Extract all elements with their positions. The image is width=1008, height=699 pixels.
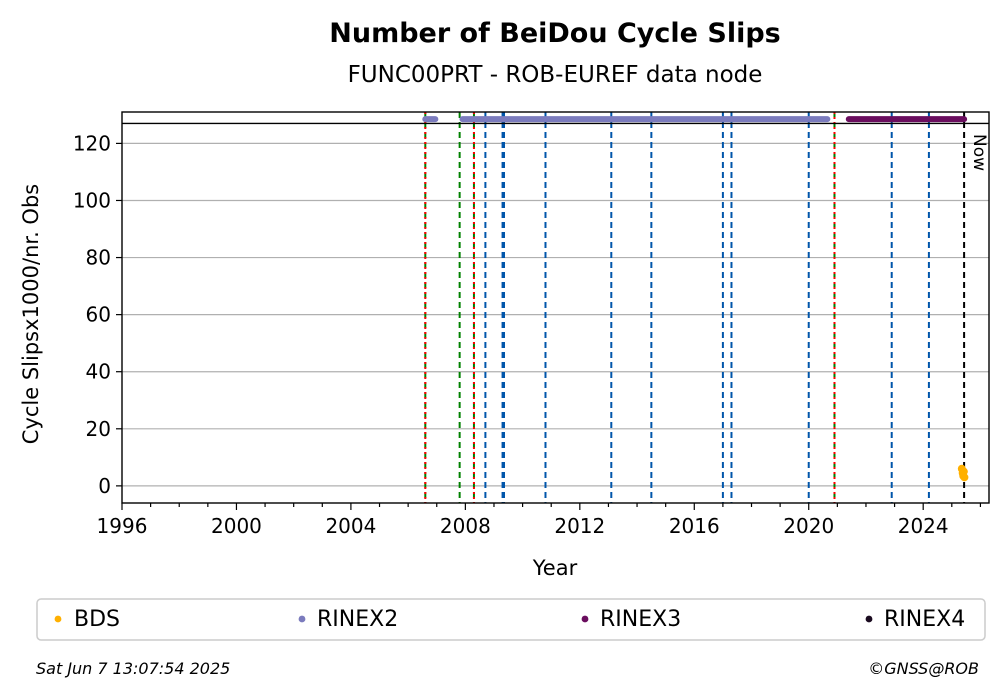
x-tick-label: 2000 (211, 514, 262, 538)
legend-label-rinex2: RINEX2 (317, 607, 398, 632)
data-point-bds (960, 473, 969, 482)
chart-title: Number of BeiDou Cycle Slips (329, 18, 780, 49)
y-tick-label: 40 (86, 360, 111, 384)
legend-label-bds: BDS (74, 607, 120, 632)
legend-item-rinex2: RINEX2 (298, 607, 398, 632)
event-lines (424, 112, 966, 503)
x-tick-label: 2008 (440, 514, 491, 538)
y-tick-label: 20 (86, 417, 111, 441)
x-tick-label: 1996 (97, 514, 148, 538)
x-tick-label: 2004 (325, 514, 376, 538)
x-tick-label: 2012 (554, 514, 605, 538)
data-series (422, 116, 969, 482)
x-tick-label: 2016 (669, 514, 720, 538)
y-tick-label: 120 (73, 131, 111, 155)
y-tick-label: 80 (86, 246, 111, 270)
footer-timestamp: Sat Jun 7 13:07:54 2025 (36, 659, 230, 678)
x-axis-ticks: 1996 2000 2004 2008 2012 2016 2020 2024 (97, 503, 982, 538)
legend-item-rinex3: RINEX3 (581, 607, 681, 632)
y-tick-label: 60 (86, 303, 111, 327)
y-tick-label: 100 (73, 188, 111, 212)
plot-frame (121, 111, 990, 504)
legend-box (36, 598, 986, 641)
legend-marker-rinex2 (298, 615, 306, 623)
legend-item-bds: BDS (54, 607, 120, 632)
x-tick-label: 2024 (898, 514, 949, 538)
legend-marker-bds (54, 615, 62, 623)
x-tick-label: 2020 (783, 514, 834, 538)
chart-subtitle: FUNC00PRT - ROB-EUREF data node (348, 62, 763, 88)
legend-marker-rinex4 (865, 615, 873, 623)
legend-item-rinex4: RINEX4 (865, 607, 965, 632)
now-label: Now (969, 134, 989, 171)
legend-marker-rinex3 (581, 615, 589, 623)
y-axis-label: Cycle Slipsx1000/nr. Obs (19, 184, 43, 444)
footer-copyright: ©GNSS@ROB (868, 659, 979, 678)
y-axis-ticks: 0 20 40 60 80 100 120 (73, 131, 122, 498)
legend-label-rinex3: RINEX3 (600, 607, 681, 632)
grid-lines (122, 142, 989, 487)
x-axis-label: Year (532, 556, 578, 580)
legend-label-rinex4: RINEX4 (884, 607, 965, 632)
y-tick-label: 0 (98, 474, 111, 498)
